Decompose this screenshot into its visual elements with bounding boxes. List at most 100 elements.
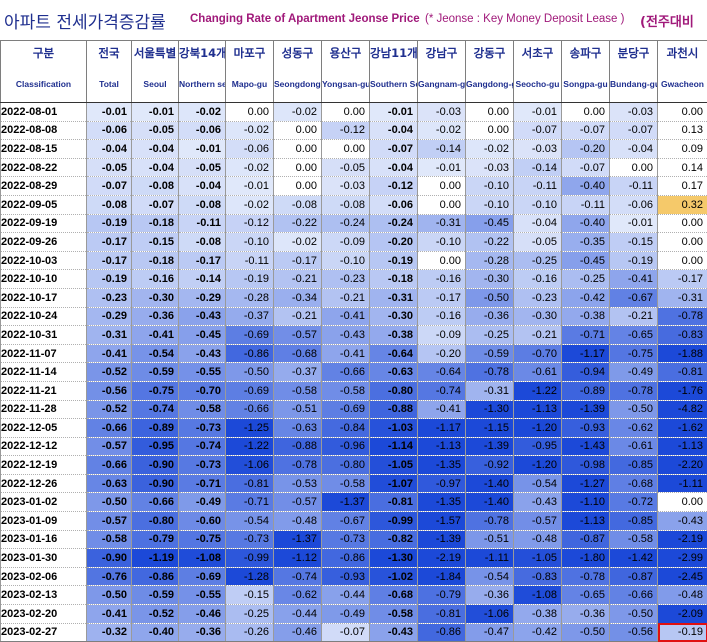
col-header-korean: 강동구	[466, 41, 514, 66]
rate-cell: -0.26	[226, 623, 274, 642]
rate-cell: -0.02	[226, 195, 274, 214]
rate-cell: -0.69	[179, 567, 226, 586]
rate-cell: -0.59	[132, 363, 179, 382]
rate-cell: -0.43	[370, 623, 418, 642]
rate-cell: -0.31	[370, 288, 418, 307]
rate-cell: -0.23	[87, 288, 132, 307]
rate-cell: -0.12	[370, 177, 418, 196]
rate-cell: -0.18	[132, 251, 179, 270]
rate-cell: -0.05	[322, 158, 370, 177]
rate-cell: -0.24	[370, 214, 418, 233]
rate-cell: -0.43	[322, 326, 370, 345]
rate-cell: -0.49	[179, 493, 226, 512]
rate-cell: -0.31	[418, 214, 466, 233]
rate-cell: -0.93	[322, 567, 370, 586]
row-date: 2022-09-05	[1, 195, 87, 214]
rate-cell: -0.19	[87, 270, 132, 289]
rate-cell: -0.43	[179, 344, 226, 363]
rate-cell: -0.08	[322, 195, 370, 214]
rate-cell: -0.74	[274, 567, 322, 586]
rate-cell: -0.75	[179, 530, 226, 549]
rate-cell: -0.58	[370, 605, 418, 624]
rate-cell: -0.76	[87, 567, 132, 586]
rate-cell: -0.67	[322, 512, 370, 531]
title-comparison: (전주대비	[640, 11, 694, 30]
rate-cell: -1.08	[179, 549, 226, 568]
rate-cell: -0.42	[562, 288, 610, 307]
rate-cell: -0.01	[514, 103, 562, 122]
rate-cell: -0.66	[610, 586, 658, 605]
rate-cell: -0.58	[179, 400, 226, 419]
rate-cell: -0.05	[87, 158, 132, 177]
row-date: 2022-10-03	[1, 251, 87, 270]
rate-cell: -0.90	[132, 456, 179, 475]
rate-cell: -0.21	[610, 307, 658, 326]
rate-cell: -0.78	[658, 307, 707, 326]
rate-cell: -0.81	[658, 363, 707, 382]
rate-cell: -0.36	[562, 605, 610, 624]
rate-cell: -0.80	[322, 456, 370, 475]
rate-cell: -4.82	[658, 400, 707, 419]
rate-cell: -0.17	[274, 251, 322, 270]
rate-cell: -0.66	[87, 456, 132, 475]
rate-cell: -0.10	[466, 177, 514, 196]
rate-cell: -0.01	[179, 140, 226, 159]
rate-cell: -0.05	[514, 233, 562, 252]
table-row: 2022-12-19-0.66-0.90-0.73-1.06-0.78-0.80…	[1, 456, 707, 475]
rate-cell: -0.57	[87, 437, 132, 456]
rate-cell: -0.48	[514, 530, 562, 549]
rate-cell: 0.00	[322, 103, 370, 122]
rate-cell: -1.88	[658, 344, 707, 363]
rate-cell: -0.47	[466, 623, 514, 642]
header-row-english: Classification Total Seoul Northern seou…	[1, 65, 707, 103]
table-row: 2022-11-14-0.52-0.59-0.55-0.50-0.37-0.66…	[1, 363, 707, 382]
rate-cell: -0.66	[322, 363, 370, 382]
rate-cell: -0.01	[370, 103, 418, 122]
table-row: 2022-09-05-0.08-0.07-0.08-0.02-0.08-0.08…	[1, 195, 707, 214]
rate-cell: -0.57	[87, 512, 132, 531]
rate-cell: -0.55	[179, 363, 226, 382]
rate-cell: -0.03	[514, 140, 562, 159]
rate-cell: -0.01	[418, 158, 466, 177]
rate-cell: -0.81	[370, 493, 418, 512]
rate-cell: -0.17	[418, 288, 466, 307]
rate-cell: -0.36	[132, 307, 179, 326]
col-header-korean: 서울특별	[132, 41, 179, 66]
row-date: 2022-12-26	[1, 474, 87, 493]
rate-cell: -0.28	[226, 288, 274, 307]
rate-cell: -0.62	[274, 586, 322, 605]
rate-cell: -0.04	[179, 177, 226, 196]
rate-cell: -0.44	[274, 605, 322, 624]
rate-cell: 0.00	[418, 195, 466, 214]
col-header-english: Total	[87, 65, 132, 103]
rate-cell: -0.78	[466, 363, 514, 382]
table-row: 2023-01-16-0.58-0.79-0.75-0.73-1.37-0.73…	[1, 530, 707, 549]
table-row: 2022-10-24-0.29-0.36-0.43-0.37-0.21-0.41…	[1, 307, 707, 326]
rate-cell: -0.69	[322, 400, 370, 419]
rate-cell: -0.15	[610, 233, 658, 252]
rate-cell: 0.00	[274, 177, 322, 196]
rate-cell: -0.81	[226, 474, 274, 493]
rate-cell: -0.06	[226, 140, 274, 159]
rate-cell: -1.02	[370, 567, 418, 586]
rate-cell: -0.20	[418, 344, 466, 363]
rate-cell: -0.69	[226, 381, 274, 400]
rate-cell: -0.41	[322, 344, 370, 363]
rate-cell: -0.38	[562, 307, 610, 326]
rate-cell: 0.17	[658, 177, 707, 196]
rate-cell: -1.43	[562, 437, 610, 456]
rate-cell: -0.19	[87, 214, 132, 233]
rate-cell: -0.15	[226, 586, 274, 605]
rate-cell: -1.13	[418, 437, 466, 456]
title-english: Changing Rate of Apartment Jeonse Price	[190, 13, 420, 25]
row-date: 2022-08-22	[1, 158, 87, 177]
rate-cell: -0.84	[322, 419, 370, 438]
rate-cell: -0.54	[226, 512, 274, 531]
rate-cell: -0.22	[466, 233, 514, 252]
rate-cell: 0.09	[658, 140, 707, 159]
rate-cell: -0.10	[418, 233, 466, 252]
rate-cell: -0.10	[226, 233, 274, 252]
rate-cell: -0.62	[610, 419, 658, 438]
col-header-english: Seoul	[132, 65, 179, 103]
